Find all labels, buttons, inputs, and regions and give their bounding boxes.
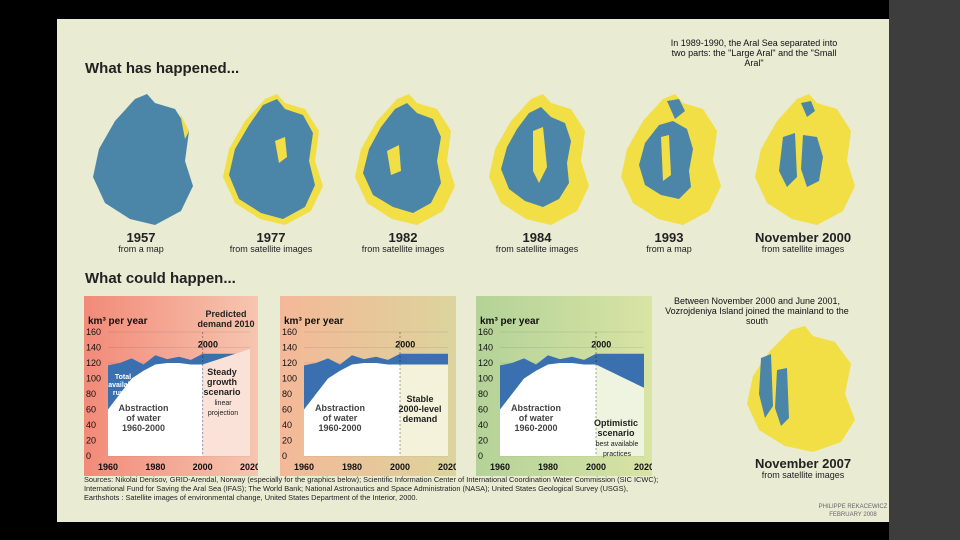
chart-plot-optimistic: 160 140 120 100 80 60 40 20 0 1960 1980 2000 2020 200… xyxy=(478,327,652,472)
y-tick-label: 80 xyxy=(478,389,488,399)
map-caption-1993: 1993 from a map xyxy=(646,230,692,254)
y-tick-label: 100 xyxy=(282,374,297,384)
label-stable-demand: Stable 2000-level demand xyxy=(398,394,442,424)
x-tick-label: 2000 xyxy=(586,462,606,472)
x-tick-label: 2020 xyxy=(438,462,456,472)
note-sea-split: In 1989-1990, the Aral Sea separated int… xyxy=(670,38,838,68)
y-tick-label: 80 xyxy=(282,389,292,399)
area-scenario xyxy=(202,349,250,456)
chart-unit: km³ per year xyxy=(284,316,344,327)
y-tick-label: 60 xyxy=(86,405,96,415)
x-tick-label: 1960 xyxy=(294,462,314,472)
label-2000: 2000 xyxy=(395,340,415,350)
area-scenario xyxy=(400,364,448,456)
label-abstraction: of water xyxy=(519,413,554,423)
label-abstraction: of water xyxy=(126,413,161,423)
map-2007 xyxy=(747,326,855,452)
map-caption-1982: 1982 from satellite images xyxy=(361,230,445,254)
label-steady-growth: Steady growth scenario xyxy=(203,367,241,397)
x-tick-label: 1980 xyxy=(145,462,165,472)
y-tick-label: 40 xyxy=(86,420,96,430)
y-tick-label: 40 xyxy=(282,420,292,430)
label-abstraction: 1960-2000 xyxy=(318,423,361,433)
y-tick-label: 0 xyxy=(282,451,287,461)
label-abstraction: Abstraction xyxy=(511,403,561,413)
heading-what-happened: What has happened... xyxy=(85,60,240,77)
slide: What has happened... What could happen..… xyxy=(57,19,889,522)
label-predicted-demand: Predicted demand 2010 xyxy=(197,309,255,329)
map-2000 xyxy=(755,94,855,225)
area-abstraction xyxy=(304,363,400,456)
chart-plot-steady: 160 140 120 100 80 60 40 20 0 1960 1980 2000 2020 200… xyxy=(86,327,258,472)
map-caption-1984: 1984 from satellite images xyxy=(495,230,579,254)
y-tick-label: 120 xyxy=(478,358,493,368)
chart-optimistic: 160 140 120 100 80 60 40 20 0 1960 1980 2000 2020 200… xyxy=(476,296,652,476)
area-abstraction xyxy=(500,363,596,456)
map-caption-1957: 1957 from a map xyxy=(118,230,164,254)
x-tick-label: 2020 xyxy=(634,462,652,472)
map-caption-2007: November 2007 from satellite images xyxy=(754,456,852,480)
y-tick-label: 120 xyxy=(86,358,101,368)
map-1984 xyxy=(489,94,589,225)
label-best-practices: best available practices xyxy=(595,441,639,458)
y-tick-label: 160 xyxy=(478,327,493,337)
label-total-runoff: Total available runoff xyxy=(108,374,138,397)
area-scenario xyxy=(596,364,644,456)
chart-stable-demand: 160 140 120 100 80 60 40 20 0 1960 1980 2000 2020 200… xyxy=(280,296,456,476)
x-tick-label: 2020 xyxy=(240,462,258,472)
label-abstraction: of water xyxy=(323,413,358,423)
chart-steady-growth: 160 140 120 100 80 60 40 20 0 1960 1980 2000 2020 200… xyxy=(84,296,258,476)
y-tick-label: 120 xyxy=(282,358,297,368)
label-abstraction: 1960-2000 xyxy=(514,423,557,433)
credit: PHILIPPE REKACEWICZ FEBRUARY 2008 xyxy=(818,504,888,518)
label-2000: 2000 xyxy=(198,340,218,350)
label-abstraction: Abstraction xyxy=(118,403,168,413)
x-tick-label: 1980 xyxy=(538,462,558,472)
chart-plot-stable: 160 140 120 100 80 60 40 20 0 1960 1980 2000 2020 200… xyxy=(282,327,456,472)
y-tick-label: 20 xyxy=(86,436,96,446)
y-tick-label: 40 xyxy=(478,420,488,430)
label-2000: 2000 xyxy=(591,340,611,350)
map-1957 xyxy=(93,94,193,225)
y-tick-label: 0 xyxy=(86,451,91,461)
y-tick-label: 140 xyxy=(86,343,101,353)
map-caption-2000: November 2000 from satellite images xyxy=(754,230,852,254)
x-tick-label: 2000 xyxy=(193,462,213,472)
y-tick-label: 60 xyxy=(282,405,292,415)
y-tick-label: 140 xyxy=(282,343,297,353)
map-1977 xyxy=(223,94,323,225)
y-tick-label: 0 xyxy=(478,451,483,461)
label-linear-projection: linear projection xyxy=(207,400,239,417)
y-tick-label: 140 xyxy=(478,343,493,353)
label-optimistic: Optimistic scenario xyxy=(594,418,639,438)
y-tick-label: 100 xyxy=(86,374,101,384)
sources-text: Sources: Nikolai Denisov, GRID-Arendal, … xyxy=(84,475,659,502)
area-abstraction xyxy=(108,363,203,456)
x-tick-label: 1980 xyxy=(342,462,362,472)
heading-what-could-happen: What could happen... xyxy=(85,270,236,287)
chart-unit: km³ per year xyxy=(88,316,148,327)
x-tick-label: 2000 xyxy=(390,462,410,472)
label-abstraction: 1960-2000 xyxy=(122,423,165,433)
y-tick-label: 160 xyxy=(86,327,101,337)
label-abstraction: Abstraction xyxy=(315,403,365,413)
y-tick-label: 60 xyxy=(478,405,488,415)
y-tick-label: 160 xyxy=(282,327,297,337)
y-tick-label: 20 xyxy=(282,436,292,446)
right-side-bar xyxy=(889,0,960,540)
y-tick-label: 80 xyxy=(86,389,96,399)
map-1993 xyxy=(621,94,721,225)
chart-unit: km³ per year xyxy=(480,316,540,327)
x-tick-label: 1960 xyxy=(490,462,510,472)
note-island-joined: Between November 2000 and June 2001, Voz… xyxy=(665,296,849,326)
y-tick-label: 20 xyxy=(478,436,488,446)
map-caption-1977: 1977 from satellite images xyxy=(229,230,313,254)
y-tick-label: 100 xyxy=(478,374,493,384)
x-tick-label: 1960 xyxy=(98,462,118,472)
map-1982 xyxy=(355,94,455,225)
